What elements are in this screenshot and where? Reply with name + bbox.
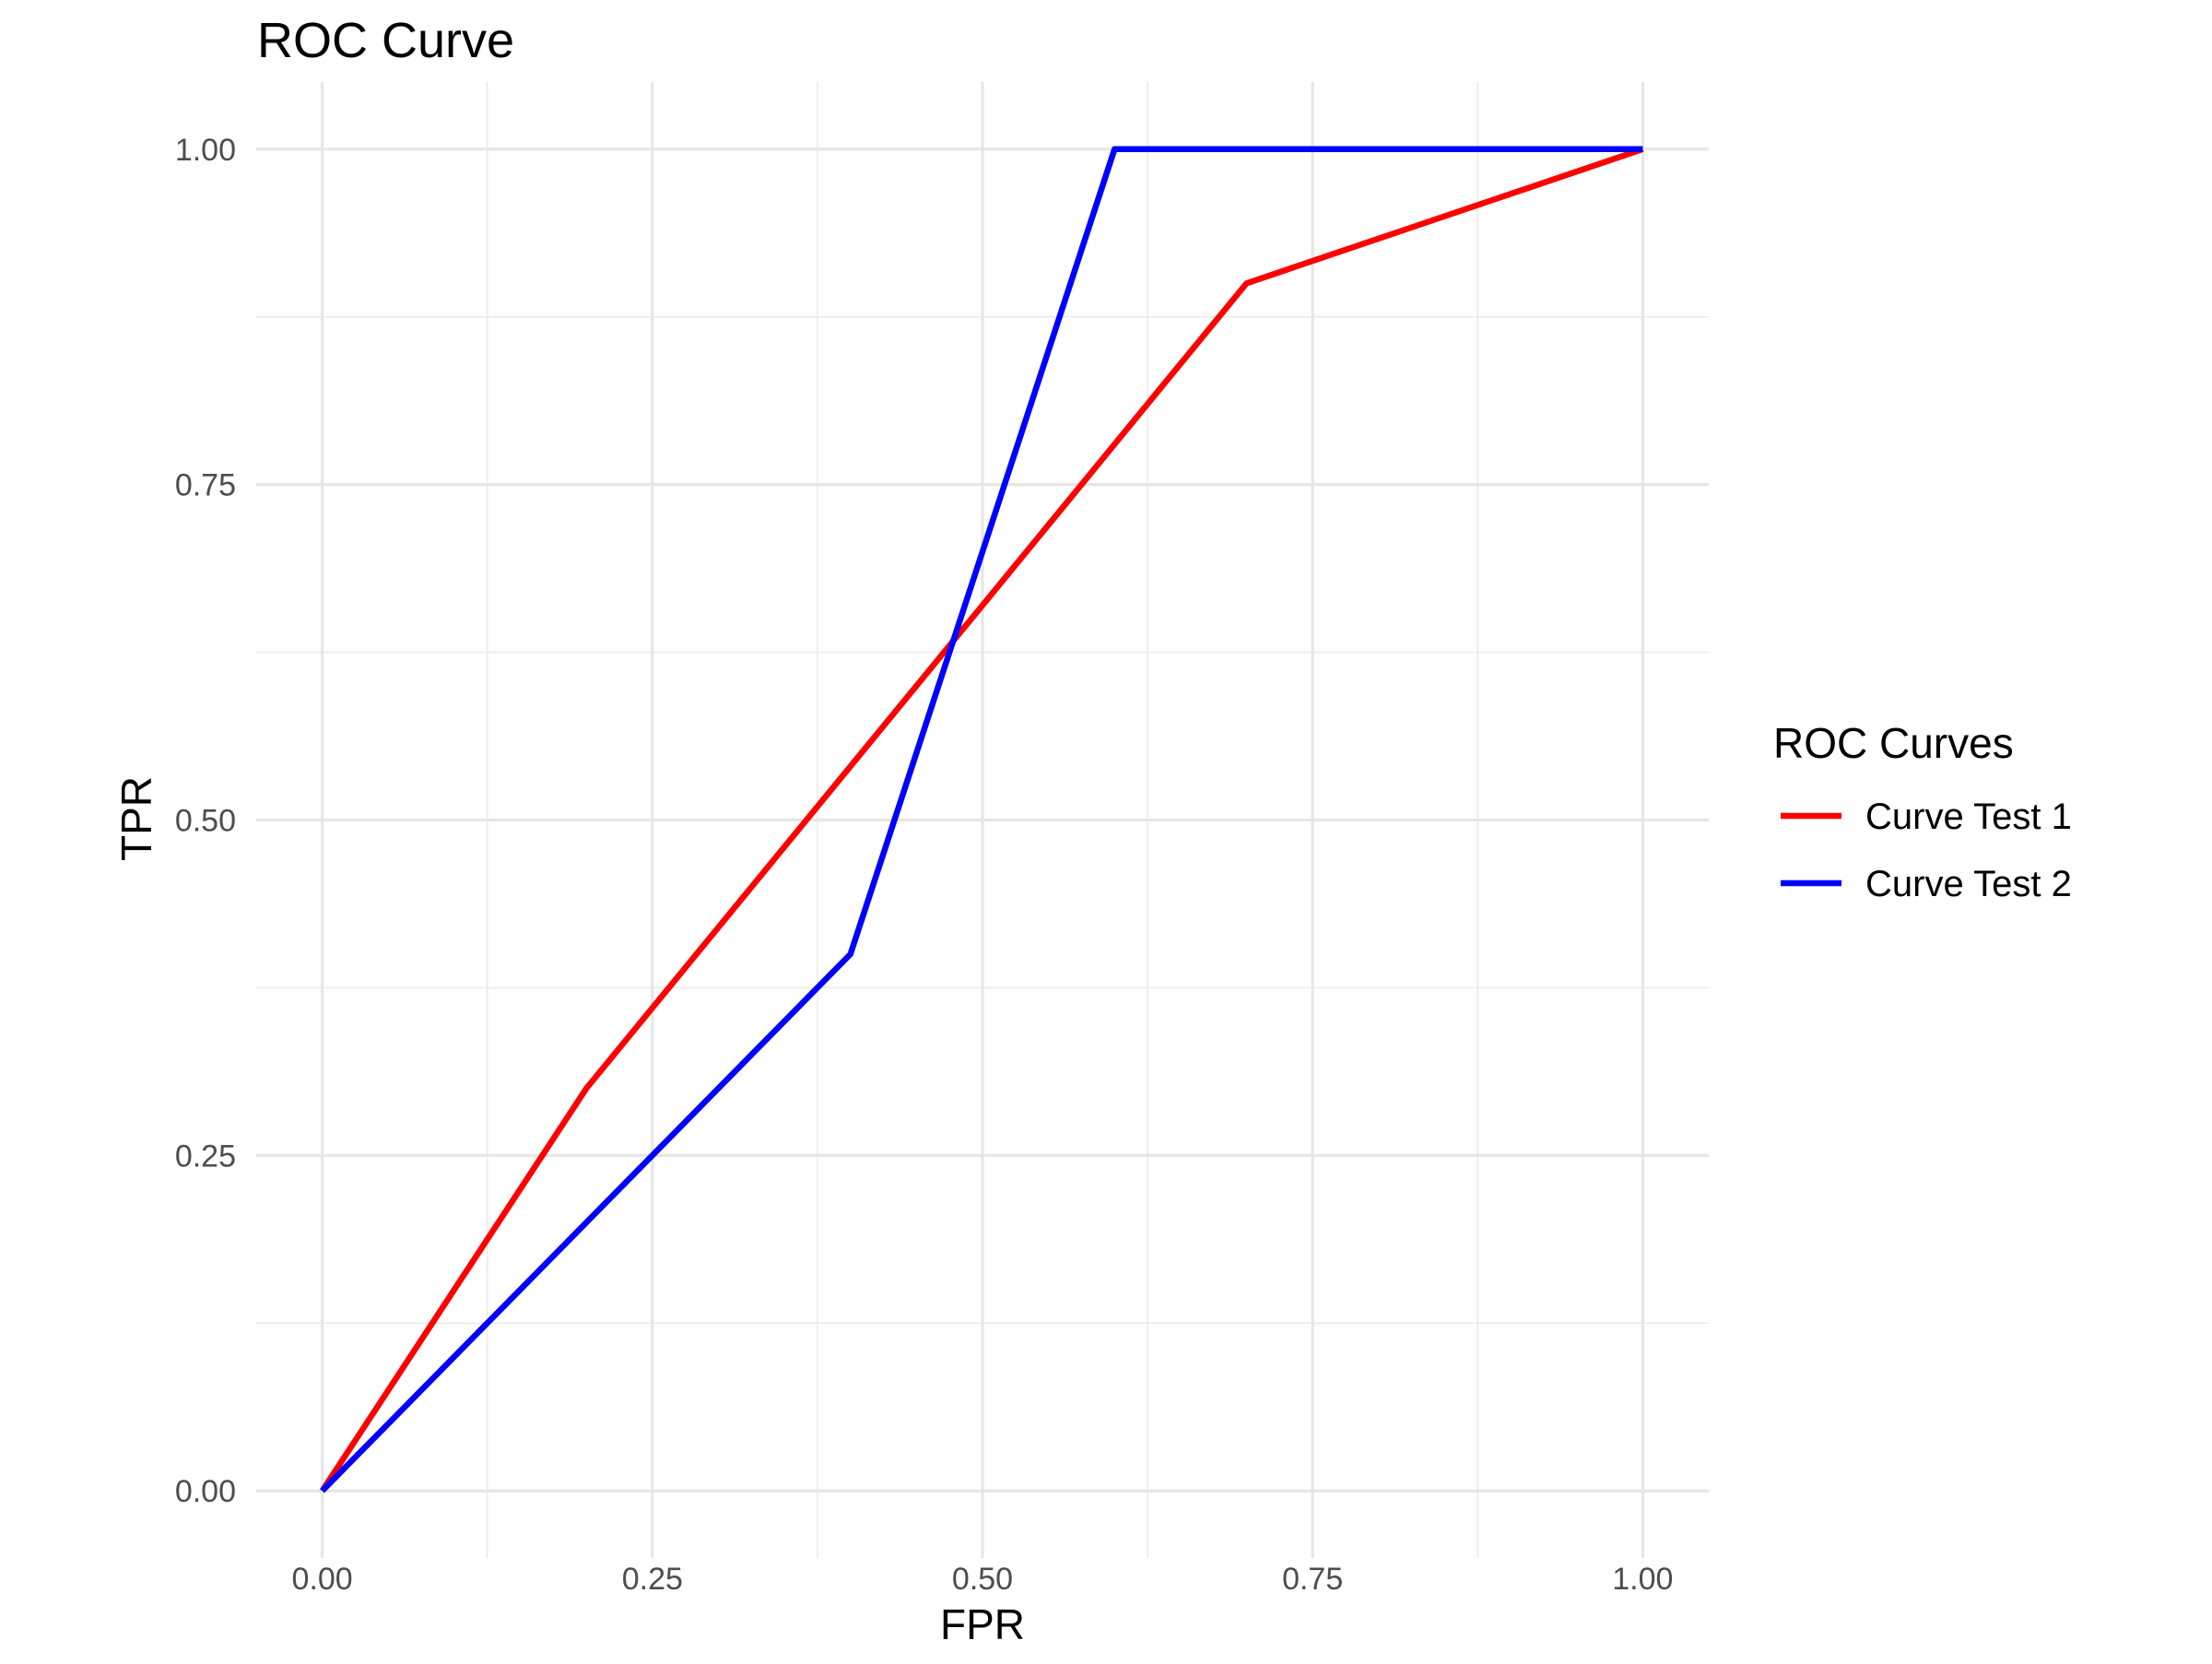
x-tick-label: 0.00 <box>292 1562 353 1597</box>
x-axis-title: FPR <box>940 1600 1025 1648</box>
y-tick-label: 0.50 <box>175 804 236 839</box>
series-line-2 <box>320 146 1643 1493</box>
legend-label-1: Curve Test 1 <box>1865 797 2072 837</box>
y-axis-ticks: 0.00 0.25 0.50 0.75 1.00 <box>175 133 236 1509</box>
legend-title: ROC Curves <box>1773 719 2014 767</box>
y-tick-label: 1.00 <box>175 133 236 168</box>
x-tick-label: 0.75 <box>1282 1562 1343 1597</box>
legend-items: Curve Test 1 Curve Test 2 <box>1781 797 2072 904</box>
y-tick-label: 0.75 <box>175 468 236 503</box>
x-tick-label: 1.00 <box>1612 1562 1673 1597</box>
y-tick-label: 0.25 <box>175 1139 236 1174</box>
legend-label-2: Curve Test 2 <box>1865 864 2072 904</box>
x-tick-label: 0.25 <box>622 1562 683 1597</box>
y-tick-label: 0.00 <box>175 1474 236 1509</box>
x-axis-ticks: 0.00 0.25 0.50 0.75 1.00 <box>292 1562 1674 1597</box>
y-axis-title: TPR <box>112 776 160 861</box>
series-line-1 <box>319 146 1644 1493</box>
series-layer <box>319 146 1644 1493</box>
legend: ROC Curves Curve Test 1 Curve Test 2 <box>1773 719 2072 904</box>
grid <box>256 82 1709 1558</box>
chart-title: ROC Curve <box>257 13 514 68</box>
x-tick-label: 0.50 <box>952 1562 1013 1597</box>
